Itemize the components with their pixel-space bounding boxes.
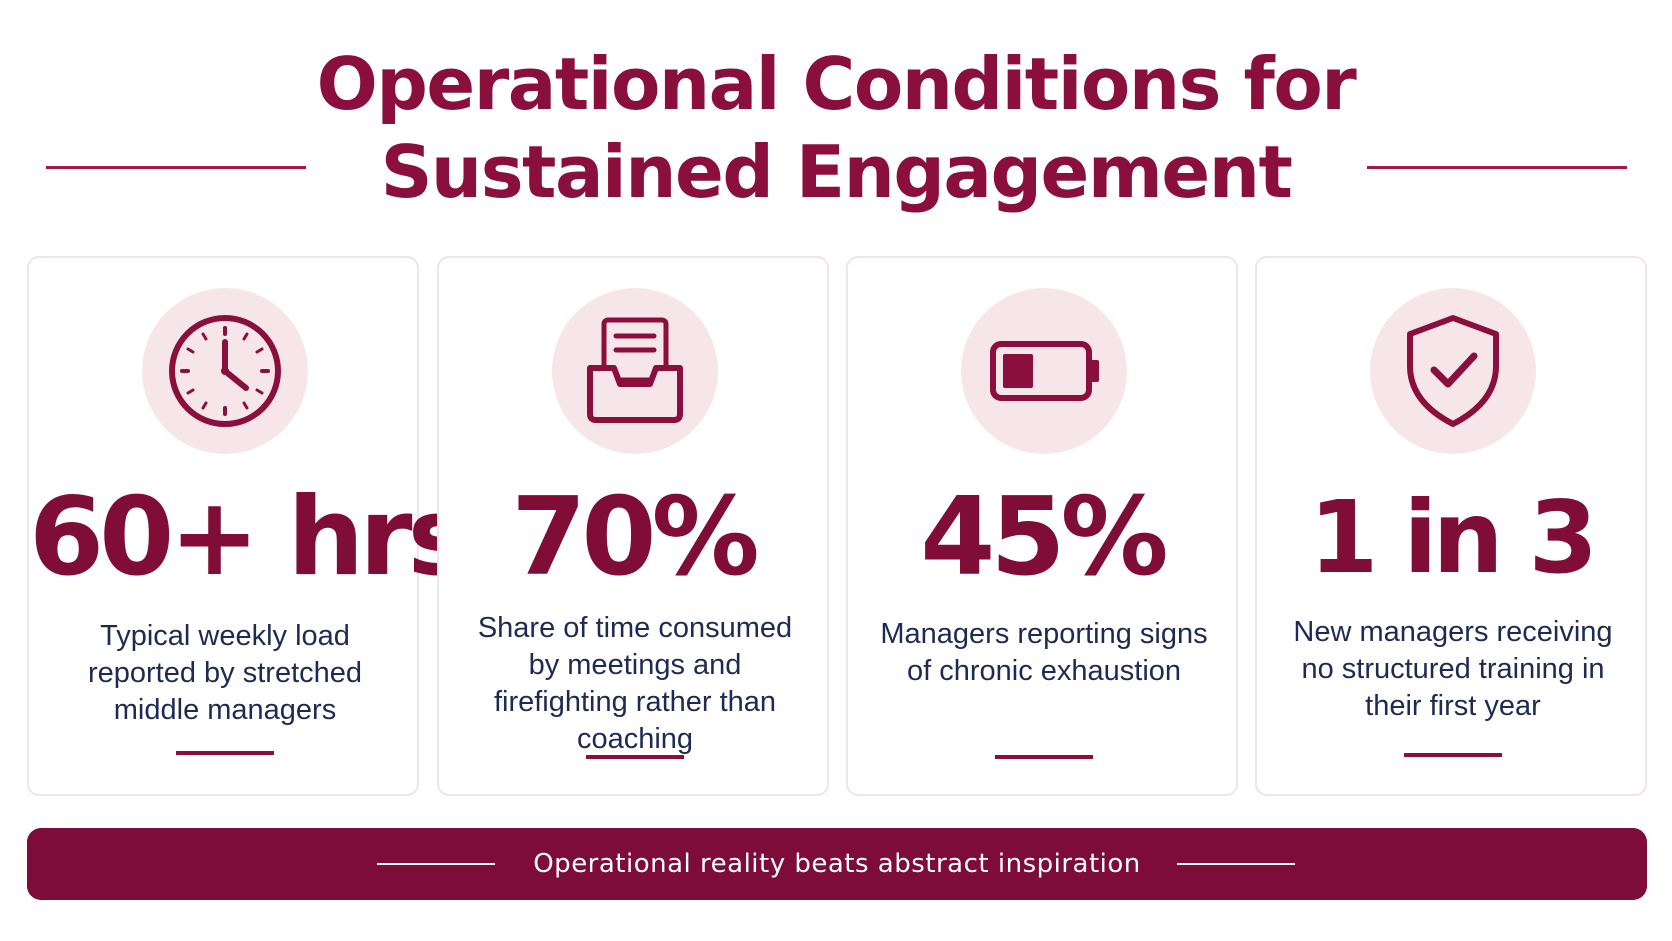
stat-card-training: 1 in 3 New managers receiving no structu… (1255, 256, 1647, 796)
inbox-tray-icon (552, 288, 718, 454)
stat-card-weekly-hours: 60+ hrs Typical weekly load reported by … (27, 256, 472, 796)
title-divider-left (46, 166, 306, 169)
stat-value: 70% (511, 475, 760, 600)
stat-description: New managers receiving no structured tra… (1293, 616, 1613, 722)
stat-description: Share of time consumed by meetings and f… (477, 612, 793, 755)
stat-description: Managers reporting signs of chronic exha… (880, 618, 1208, 687)
page-title-line-1: Operational Conditions for (316, 42, 1357, 126)
card-divider (1404, 753, 1502, 757)
banner-divider-right (1177, 863, 1295, 865)
low-battery-icon (961, 288, 1127, 454)
page-title: Operational Conditions for Sustained Eng… (300, 40, 1372, 216)
stat-card-meetings-share: 70% Share of time consumed by meetings a… (437, 256, 829, 796)
page-title-line-2: Sustained Engagement (380, 130, 1293, 214)
stat-cards: 60+ hrs Typical weekly load reported by … (27, 256, 1647, 796)
stat-value: 60+ hrs (29, 475, 472, 600)
card-divider (176, 751, 274, 755)
clock-icon (142, 288, 308, 454)
card-divider (586, 755, 684, 759)
banner-divider-left (377, 863, 495, 865)
stat-value: 1 in 3 (1308, 479, 1598, 596)
card-divider (995, 755, 1093, 759)
title-divider-right (1367, 166, 1627, 169)
banner-text: Operational reality beats abstract inspi… (533, 849, 1141, 879)
shield-check-icon (1370, 288, 1536, 454)
stat-value: 45% (920, 475, 1169, 600)
footer-banner: Operational reality beats abstract inspi… (27, 828, 1647, 900)
stat-description: Typical weekly load reported by stretche… (87, 620, 363, 726)
stat-card-exhaustion: 45% Managers reporting signs of chronic … (846, 256, 1238, 796)
header: Operational Conditions for Sustained Eng… (0, 40, 1672, 220)
